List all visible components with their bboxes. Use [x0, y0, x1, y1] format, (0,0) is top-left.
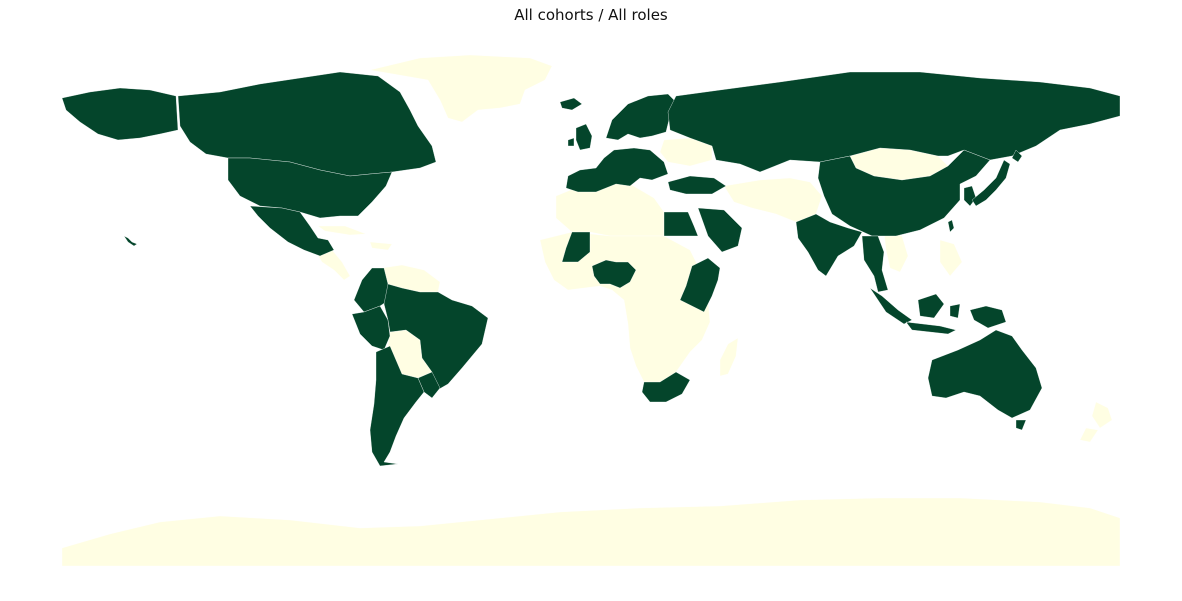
region-brazil: [383, 283, 489, 393]
region-madagascar: [719, 337, 739, 377]
region-chile-argentina: [369, 345, 425, 467]
region-turkey: [667, 175, 727, 195]
region-iceland: [559, 97, 583, 111]
region-new-zealand: [1079, 401, 1113, 443]
region-japan: [971, 149, 1023, 207]
region-western-europe: [565, 147, 669, 193]
region-saudi-arabia: [697, 207, 743, 253]
region-greenland: [369, 54, 553, 123]
region-peru: [351, 305, 391, 351]
highlighted-regions-layer: [61, 71, 1121, 467]
region-usa: [227, 157, 393, 219]
region-uk-ireland: [567, 123, 593, 151]
region-south-africa: [641, 371, 691, 403]
region-taiwan: [947, 219, 955, 233]
region-mexico-guatemala: [249, 205, 335, 257]
region-indonesia-malaysia: [869, 287, 1007, 335]
region-antarctica: [61, 497, 1121, 567]
region-china: [817, 149, 991, 237]
region-vietnam-laos: [883, 231, 909, 273]
region-west-africa: [591, 259, 637, 289]
region-canada: [177, 71, 437, 177]
region-hawaii: [123, 235, 138, 247]
other-regions-layer: [61, 54, 1121, 567]
region-east-africa: [679, 257, 721, 313]
region-cuba-caribbean: [317, 225, 393, 251]
region-myanmar-thailand: [861, 235, 889, 293]
region-india: [795, 213, 863, 277]
region-alaska: [61, 87, 179, 141]
region-philippines: [939, 239, 963, 277]
map-title: All cohorts / All roles: [514, 6, 668, 24]
region-australia: [927, 329, 1043, 431]
region-scandinavia: [605, 93, 677, 141]
region-central-america: [315, 249, 351, 281]
region-mali: [561, 231, 591, 263]
region-iran-afghanistan-pakistan: [723, 177, 823, 223]
region-egypt: [663, 211, 699, 237]
